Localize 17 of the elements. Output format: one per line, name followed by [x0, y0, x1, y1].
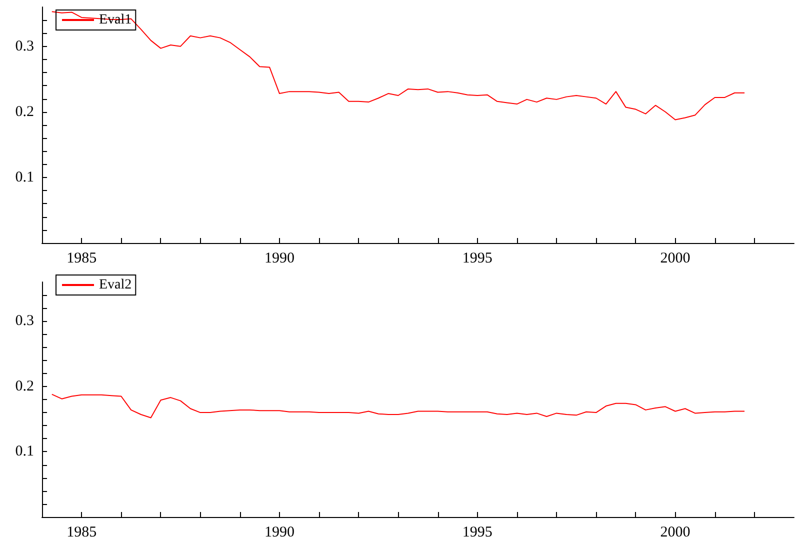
y-tick-label: 0.3 — [15, 38, 34, 54]
line-series — [51, 11, 746, 120]
line-series — [51, 394, 746, 418]
x-tick-label: 1985 — [66, 250, 97, 266]
x-tick-label: 1995 — [462, 250, 492, 266]
y-tick-label: 0.1 — [15, 444, 34, 460]
x-tick-label: 2000 — [660, 250, 690, 266]
x-tick-label: 1985 — [66, 524, 97, 540]
y-tick-label: 0.2 — [15, 104, 34, 120]
y-tick-label: 0.3 — [15, 313, 34, 330]
x-tick-label: 1990 — [264, 524, 294, 540]
x-tick-label: 1995 — [462, 524, 492, 540]
legend-label: Eval2 — [99, 278, 132, 292]
y-tick-label: 0.2 — [15, 378, 34, 394]
x-tick-label: 1990 — [264, 250, 294, 266]
x-tick-label: 2000 — [660, 524, 690, 540]
y-tick-label: 0.1 — [15, 169, 34, 186]
